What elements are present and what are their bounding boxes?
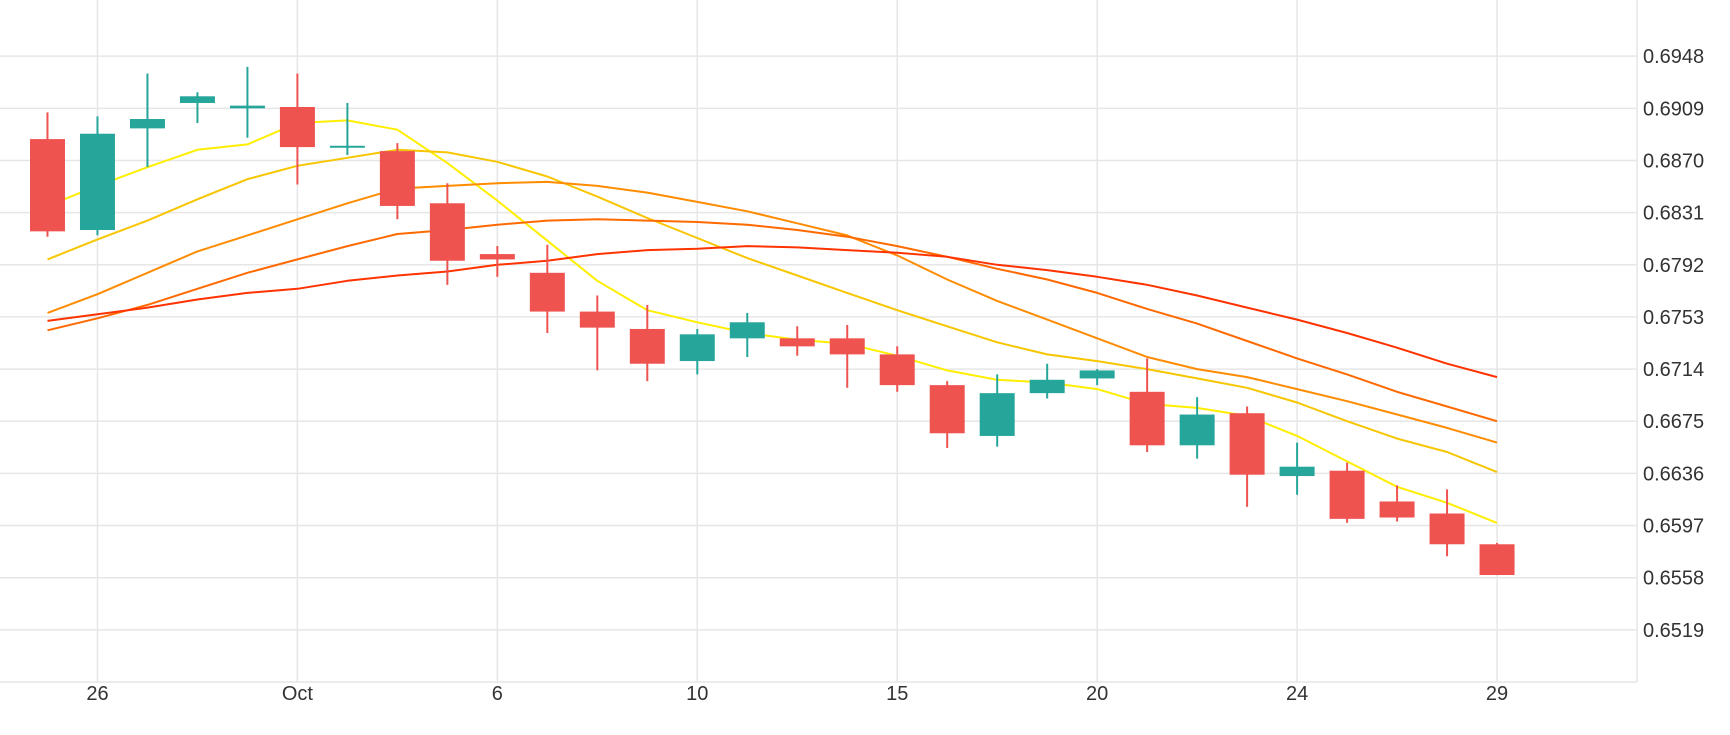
candle (1129, 358, 1165, 452)
y-tick-label: 0.6558 (1643, 568, 1704, 590)
x-tick-label: 20 (1086, 683, 1108, 705)
candle-body (229, 105, 265, 109)
candle-body (429, 203, 465, 261)
candle-body (1479, 544, 1515, 576)
moving-average-line-2 (47, 148, 1498, 474)
candle (229, 66, 265, 138)
x-tick-label: 15 (886, 683, 908, 705)
y-tick-label: 0.6948 (1643, 46, 1704, 68)
candle-body (279, 106, 315, 148)
x-tick-label: 6 (492, 683, 503, 705)
candle-body (1329, 470, 1365, 519)
axis-layer: 0.6519 0.6558 0.6597 0.6636 0.6675 0.6714 0.67… (86, 46, 1704, 705)
candle-body (629, 328, 665, 364)
candle-body (479, 254, 515, 260)
candle-body (1079, 370, 1115, 379)
candle (279, 73, 315, 185)
moving-average-line-4 (47, 218, 1498, 423)
y-tick-label: 0.6870 (1643, 150, 1704, 172)
y-tick-label: 0.6792 (1643, 255, 1704, 277)
candle-body (579, 311, 615, 328)
candle (529, 244, 565, 333)
candle (879, 346, 915, 392)
candle-body (1129, 391, 1165, 446)
moving-average-line-3 (47, 180, 1498, 444)
x-tick-label: 24 (1286, 683, 1308, 705)
candle-body (529, 272, 565, 312)
candle (679, 328, 715, 375)
candle (729, 312, 765, 358)
x-tick-label: Oct (282, 683, 314, 705)
candle-body (929, 385, 965, 434)
y-tick-label: 0.6753 (1643, 307, 1704, 329)
candle (1179, 397, 1215, 459)
candle (979, 374, 1015, 447)
candle-body (1179, 414, 1215, 446)
candle (1479, 542, 1515, 576)
candle-body (1029, 379, 1065, 394)
candle-body (979, 393, 1015, 436)
candle (129, 73, 165, 168)
candle-layer (29, 66, 1515, 576)
y-tick-label: 0.6831 (1643, 203, 1704, 225)
candle (429, 183, 465, 285)
candle (1329, 462, 1365, 523)
candle-body (1429, 513, 1465, 545)
candle (779, 326, 815, 356)
y-tick-label: 0.6597 (1643, 516, 1704, 538)
candle-body (1279, 466, 1315, 477)
candle (1429, 489, 1465, 557)
candle (379, 143, 415, 220)
candle (329, 102, 365, 156)
candle-body (329, 145, 365, 148)
y-tick-label: 0.6909 (1643, 98, 1704, 120)
candle-body (879, 354, 915, 386)
moving-average-layer (47, 119, 1498, 524)
candle-body (129, 119, 165, 129)
y-tick-label: 0.6636 (1643, 463, 1704, 485)
moving-average-line-1 (47, 119, 1498, 524)
candle (1279, 442, 1315, 495)
y-tick-label: 0.6519 (1643, 620, 1704, 642)
candle-body (679, 334, 715, 362)
candle-body (29, 139, 65, 232)
candle (79, 116, 115, 236)
candle (1079, 369, 1115, 386)
candle (1379, 485, 1415, 522)
candle (829, 324, 865, 388)
x-tick-label: 26 (86, 683, 108, 705)
candle (29, 112, 65, 237)
candle-body (1229, 413, 1265, 475)
candle (629, 304, 665, 382)
candle (1029, 363, 1065, 399)
candle-body (779, 338, 815, 347)
y-tick-label: 0.6714 (1643, 359, 1704, 381)
x-tick-label: 10 (686, 683, 708, 705)
candle-body (79, 133, 115, 231)
candle (929, 381, 965, 448)
candle-body (729, 322, 765, 339)
candle (579, 295, 615, 371)
candle-body (829, 338, 865, 355)
grid-layer (0, 0, 1638, 683)
candle (479, 246, 515, 277)
candle-body (1379, 501, 1415, 518)
candle (179, 92, 215, 124)
candle-body (179, 96, 215, 103)
candle-body (379, 151, 415, 206)
candle (1229, 406, 1265, 507)
y-tick-label: 0.6675 (1643, 411, 1704, 433)
x-tick-label: 29 (1486, 683, 1508, 705)
moving-average-line-5 (47, 245, 1498, 379)
